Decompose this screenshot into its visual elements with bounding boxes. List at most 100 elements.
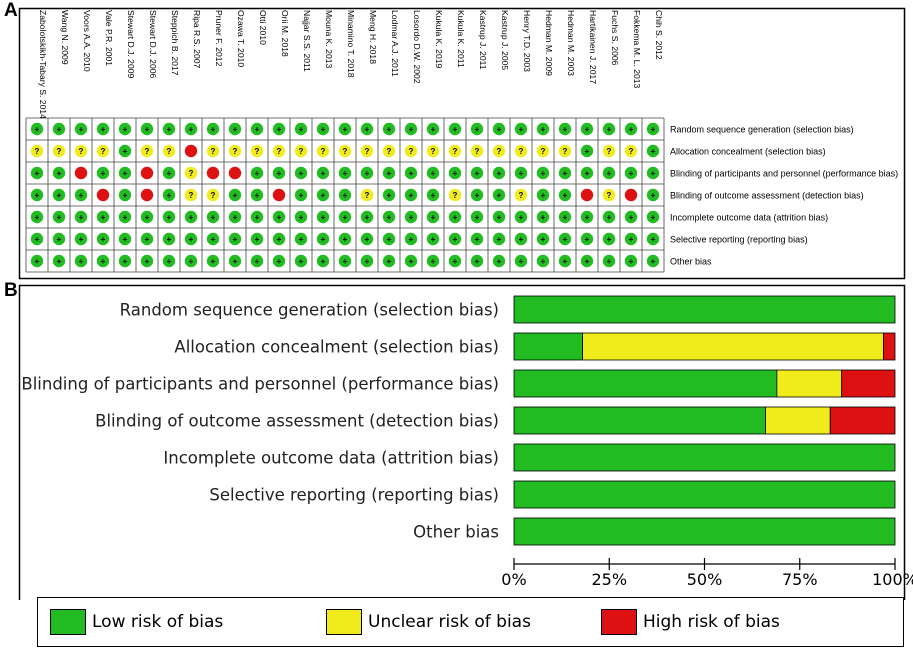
judgement-dot-low [404,122,418,136]
judgement-symbol: + [431,191,436,200]
study-label: Losordo D.W. 2002 [412,10,422,84]
judgement-symbol: + [519,169,524,178]
judgement-dot-low [162,232,176,246]
panel-b-label: B [4,280,18,301]
judgement-symbol: + [123,235,128,244]
judgement-dot-low [338,232,352,246]
judgement-dot-low [646,144,660,158]
bar-segment-low [513,443,896,472]
judgement-dot-unclear [162,144,176,158]
judgement-dot-low [536,254,550,268]
judgement-symbol: + [57,169,62,178]
judgement-symbol: + [35,257,40,266]
judgement-symbol: ? [497,147,502,156]
judgement-symbol: + [145,235,150,244]
judgement-dot-low [162,210,176,224]
judgement-symbol: + [277,257,282,266]
judgement-dot-high [96,188,110,202]
judgement-dot-low [184,254,198,268]
study-label: Chih S. 2012 [654,10,664,60]
judgement-symbol: ? [167,147,172,156]
judgement-dot-high [580,188,594,202]
judgement-symbol: + [585,169,590,178]
judgement-dot-low [580,232,594,246]
judgement-symbol: + [387,191,392,200]
judgement-dot-high [140,166,154,180]
judgement-symbol: + [497,235,502,244]
bar-segment-low [513,406,766,435]
judgement-dot-low [624,122,638,136]
judgement-dot-low [448,166,462,180]
judgement-symbol: + [343,169,348,178]
judgement-dot-low [558,232,572,246]
judgement-symbol: ? [453,191,458,200]
judgement-dot-low [602,254,616,268]
judgement-dot-low [316,122,330,136]
x-tick-label: 100% [872,570,913,589]
judgement-dot-low [184,210,198,224]
judgement-symbol: + [35,213,40,222]
judgement-symbol: + [57,191,62,200]
judgement-dot-low [250,254,264,268]
judgement-dot-low [272,210,286,224]
judgement-dot-unclear [492,144,506,158]
judgement-dot-low [272,254,286,268]
judgement-dot-high [228,166,242,180]
judgement-symbol: ? [277,147,282,156]
judgement-symbol: + [475,191,480,200]
bar-segment-unclear [582,332,884,361]
judgement-dot-low [118,232,132,246]
judgement-dot-low [448,210,462,224]
judgement-symbol: + [343,235,348,244]
judgement-symbol: ? [35,147,40,156]
judgement-dot-unclear [140,144,154,158]
judgement-dot-low [492,232,506,246]
judgement-dot-low [228,232,242,246]
summary-panel-border [18,7,906,280]
judgement-symbol: + [651,191,656,200]
judgement-dot-low [536,232,550,246]
judgement-dot-high [272,188,286,202]
judgement-dot-low [426,254,440,268]
judgement-dot-low [30,210,44,224]
judgement-dot-low [470,122,484,136]
judgement-dot-low [30,254,44,268]
judgement-symbol: ? [629,147,634,156]
study-label: Mouna K. 2013 [324,10,334,69]
judgement-symbol: ? [79,147,84,156]
judgement-symbol: + [255,169,260,178]
judgement-dot-low [294,210,308,224]
judgement-dot-unclear [536,144,550,158]
judgement-symbol: + [57,213,62,222]
bar-segment-low [513,295,896,324]
judgement-symbol: + [299,169,304,178]
judgement-symbol: + [145,213,150,222]
study-label: Pruner F. 2012 [214,10,224,67]
judgement-symbol: + [233,257,238,266]
judgement-symbol: + [387,235,392,244]
judgement-dot-low [272,122,286,136]
judgement-dot-low [360,166,374,180]
judgement-dot-low [558,254,572,268]
judgement-dot-low [404,232,418,246]
judgement-symbol: + [453,235,458,244]
judgement-dot-low [96,232,110,246]
judgement-dot-low [118,144,132,158]
judgement-dot-low [580,166,594,180]
judgement-symbol: + [299,235,304,244]
judgement-dot-low [602,210,616,224]
study-label: Fokkema M. L. 2013 [632,10,642,89]
judgement-dot-low [536,210,550,224]
judgement-symbol: + [35,125,40,134]
judgement-dot-low [558,210,572,224]
judgement-dot-low [360,232,374,246]
x-tick-label: 50% [687,570,723,589]
judgement-dot-low [228,188,242,202]
judgement-symbol: + [585,125,590,134]
judgement-dot-low [602,122,616,136]
judgement-symbol: + [167,125,172,134]
judgement-dot-low [624,254,638,268]
judgement-dot-low [316,166,330,180]
judgement-dot-low [30,166,44,180]
judgement-symbol: + [607,213,612,222]
